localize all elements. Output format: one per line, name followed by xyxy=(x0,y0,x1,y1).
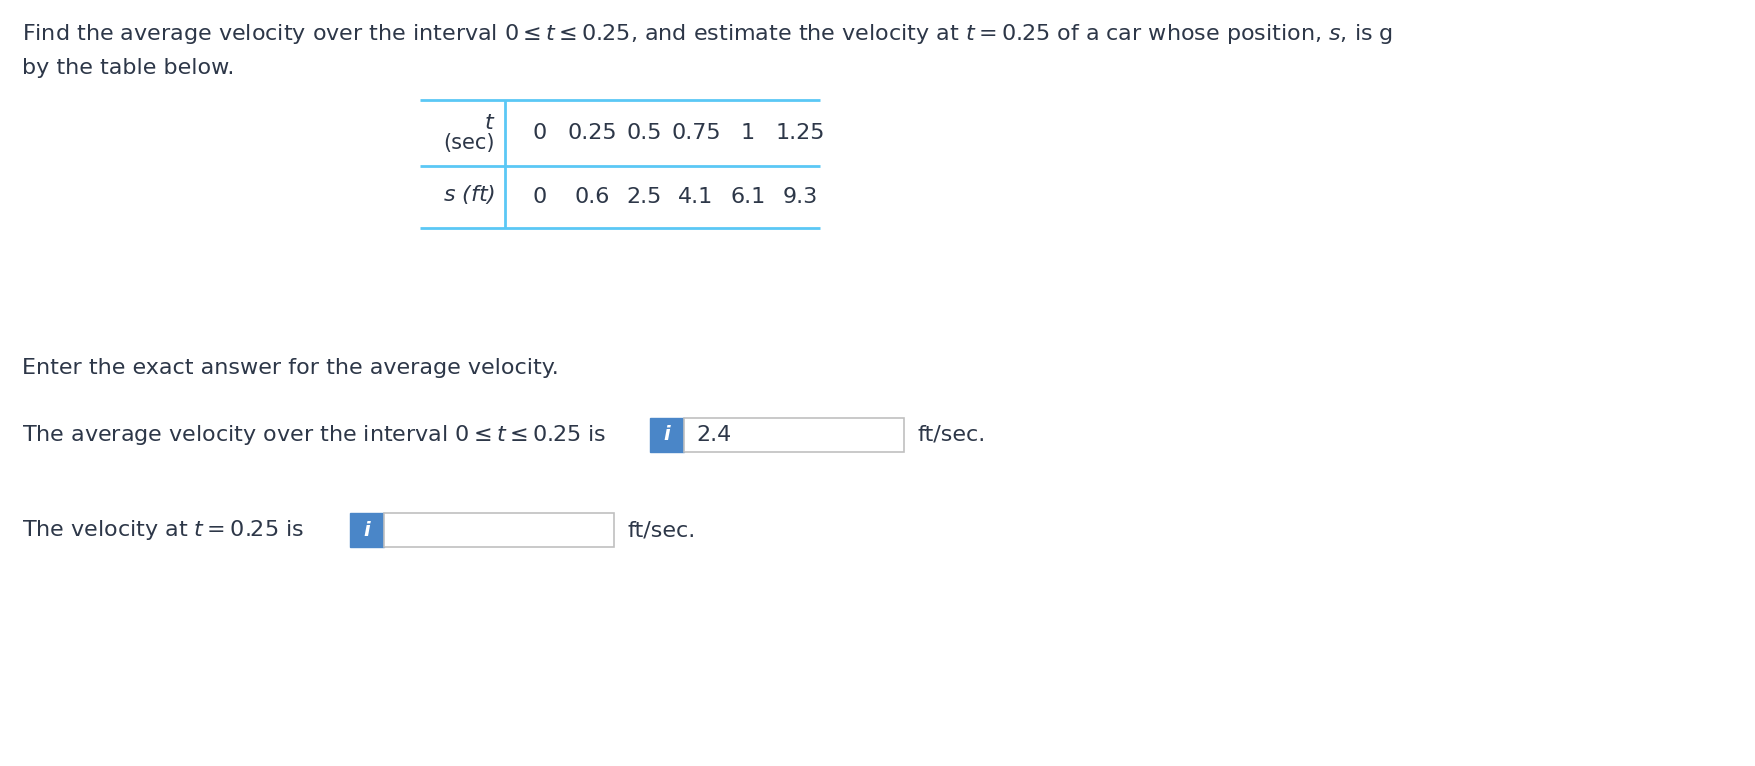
Text: The velocity at $t = 0.25$ is: The velocity at $t = 0.25$ is xyxy=(23,518,304,542)
Text: The average velocity over the interval $0 \leq t \leq 0.25$ is: The average velocity over the interval $… xyxy=(23,423,605,447)
Text: 0.75: 0.75 xyxy=(670,123,720,143)
Text: 0.5: 0.5 xyxy=(627,123,662,143)
Text: 9.3: 9.3 xyxy=(783,187,818,207)
FancyBboxPatch shape xyxy=(649,418,684,452)
Text: by the table below.: by the table below. xyxy=(23,58,233,78)
Text: i: i xyxy=(663,425,670,444)
Text: 2.5: 2.5 xyxy=(627,187,662,207)
FancyBboxPatch shape xyxy=(384,513,614,547)
Text: (sec): (sec) xyxy=(444,133,495,153)
Text: 0: 0 xyxy=(532,187,548,207)
Text: 0.25: 0.25 xyxy=(567,123,616,143)
Text: 0: 0 xyxy=(532,123,548,143)
Text: 2.4: 2.4 xyxy=(695,425,730,445)
FancyBboxPatch shape xyxy=(684,418,904,452)
Text: 6.1: 6.1 xyxy=(730,187,765,207)
Text: 4.1: 4.1 xyxy=(677,187,713,207)
Text: $t$: $t$ xyxy=(483,113,495,133)
Text: ft/sec.: ft/sec. xyxy=(918,425,986,445)
Text: 1: 1 xyxy=(741,123,755,143)
Text: $s$ (ft): $s$ (ft) xyxy=(442,184,495,207)
Text: 1.25: 1.25 xyxy=(774,123,825,143)
FancyBboxPatch shape xyxy=(349,513,384,547)
Text: Enter the exact answer for the average velocity.: Enter the exact answer for the average v… xyxy=(23,358,558,378)
Text: 0.6: 0.6 xyxy=(574,187,609,207)
Text: Find the average velocity over the interval $0 \leq t \leq 0.25$, and estimate t: Find the average velocity over the inter… xyxy=(23,22,1392,46)
Text: ft/sec.: ft/sec. xyxy=(628,520,695,540)
Text: i: i xyxy=(363,521,370,539)
